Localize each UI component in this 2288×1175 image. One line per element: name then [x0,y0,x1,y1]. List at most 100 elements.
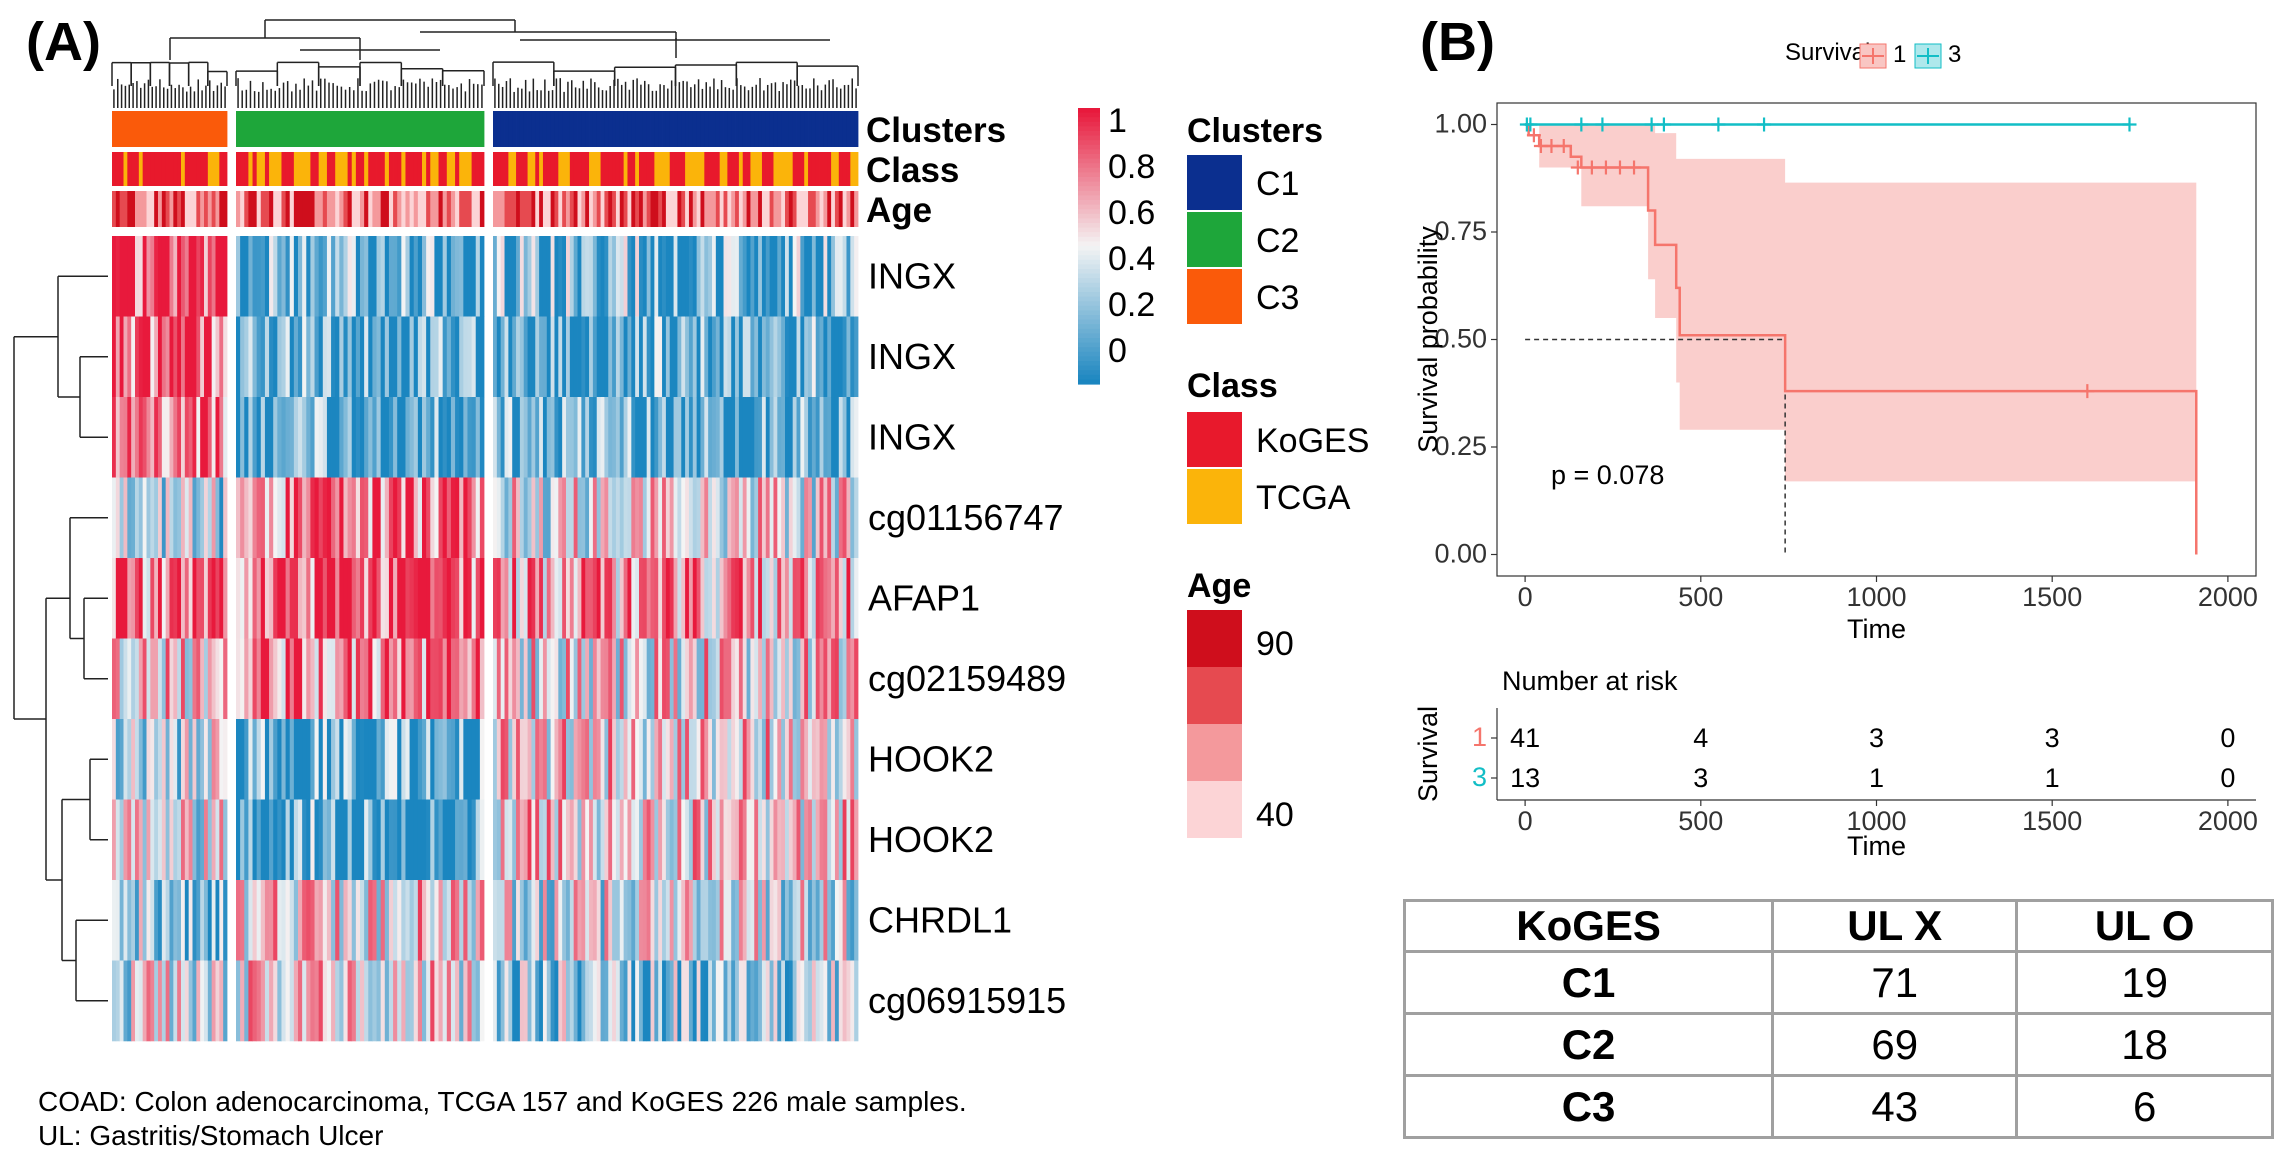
heatmap-cell [719,638,724,720]
heatmap-cell [273,316,278,398]
heatmap-cell [131,236,136,317]
heatmap-cell [384,236,390,317]
heatmap-cell [854,719,859,800]
heatmap-cell [438,397,444,478]
heatmap-cell [785,960,790,1042]
cluster-annotation-cell [293,111,299,147]
heatmap-cell [758,719,763,800]
cluster-annotation-cell [723,111,728,147]
risk-count: 1 [2045,763,2060,793]
heatmap-cell [335,397,340,478]
cluster-annotation-cell [612,111,617,147]
class-annotation-cell [426,152,431,186]
heatmap-cell [750,960,755,1042]
heatmap-cell [467,960,472,1042]
heatmap-cell [401,236,406,317]
heatmap-cell [215,960,220,1042]
heatmap-cell [343,799,348,881]
heatmap-cell [850,638,855,720]
heatmap-cell [127,397,132,478]
heatmap-cell [569,799,575,881]
heatmap-cell [306,558,311,639]
age-annotation-cell [646,191,651,227]
heatmap-cell [372,799,377,881]
heatmap-cell [409,558,415,639]
heatmap-cell [519,719,525,800]
heatmap-cell [119,799,124,881]
heatmap-cell [463,316,468,398]
heatmap-cell [409,960,415,1042]
age-annotation-cell [781,191,786,227]
cluster-annotation-cell [685,111,690,147]
heatmap-cell [834,477,840,559]
heatmap-cell [368,316,373,398]
heatmap-cell [750,719,755,800]
heatmap-cell [742,960,747,1042]
heatmap-cell [204,236,209,317]
heatmap-cell [496,397,502,478]
heatmap-cell [715,719,721,800]
heatmap-cell [850,799,855,881]
heatmap-cell [405,316,410,398]
heatmap-cell [285,236,291,317]
age-annotation-cell [430,191,435,227]
heatmap-cell [493,799,498,881]
cluster-annotation-cell [504,111,509,147]
heatmap-cell [161,558,167,639]
color-scale-segment [1078,204,1100,210]
heatmap-cell [838,236,844,317]
heatmap-cell [761,960,767,1042]
age-annotation-cell [475,191,481,227]
heatmap-cell [347,477,353,559]
age-annotation-cell [846,191,851,227]
heatmap-cell [289,477,295,559]
age-annotation-cell [731,191,736,227]
age-annotation-cell [335,191,340,227]
heatmap-cell [204,397,209,478]
heatmap-cell [204,960,209,1042]
class-annotation-cell [662,152,667,186]
age-annotation-cell [662,191,667,227]
heatmap-cell [306,477,311,559]
age-annotation-cell [523,191,528,227]
heatmap-cell [838,960,844,1042]
heatmap-cell [322,960,328,1042]
heatmap-cell [735,397,740,478]
heatmap-cell [742,880,747,961]
heatmap-cell [211,316,216,398]
heatmap-cell [161,236,167,317]
heatmap-cell [372,719,377,800]
heatmap-cell [273,960,278,1042]
heatmap-cell [165,558,170,639]
heatmap-cell [207,960,213,1042]
censor-mark-group-3 [1595,117,1610,132]
heatmap-cell [273,236,278,317]
heatmap-cell [236,397,241,478]
heatmap-cell [688,799,694,881]
class-annotation-cell [127,152,132,186]
heatmap-cell [827,316,832,398]
class-annotation-cell [512,152,517,186]
heatmap-cell [519,960,525,1042]
heatmap-cell [612,880,617,961]
heatmap-cell [646,316,651,398]
heatmap-cell [658,880,663,961]
age-annotation-cell [769,191,774,227]
heatmap-cell [608,719,613,800]
heatmap-cell [692,960,698,1042]
class-annotation-cell [850,152,855,186]
heatmap-cell [142,638,147,720]
class-annotation-cell [123,152,128,186]
heatmap-cell [662,236,667,317]
heatmap-cell [696,880,701,961]
heatmap-cell [401,558,406,639]
heatmap-cell [834,880,840,961]
heatmap-cell [738,236,744,317]
age-annotation-cell [738,191,744,227]
heatmap-cell [161,719,167,800]
age-annotation-cell [347,191,353,227]
heatmap-cell [623,397,628,478]
age-annotation-cell [531,191,536,227]
color-scale-segment [1078,351,1100,357]
age-annotation-cell [627,191,632,227]
